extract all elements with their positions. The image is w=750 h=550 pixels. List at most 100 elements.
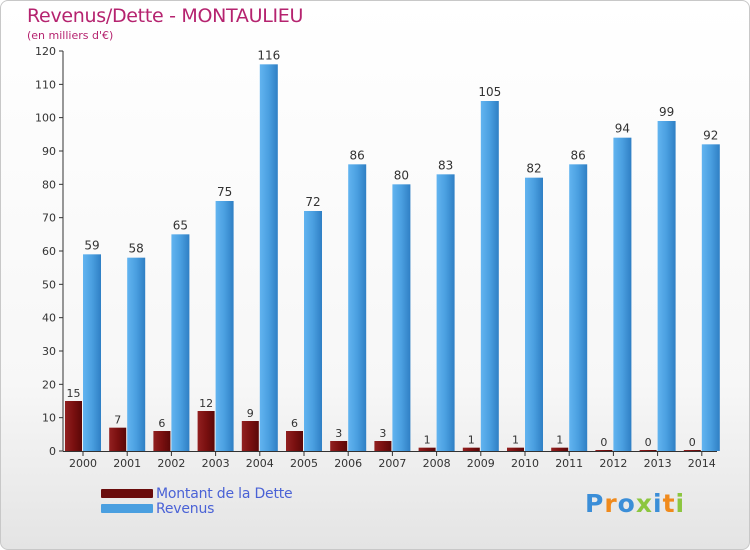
logo-letter: i	[653, 489, 663, 518]
bar-debt	[153, 431, 171, 451]
bar-revenue	[569, 164, 588, 452]
y-tick-label: 100	[35, 112, 56, 125]
legend-item-debt: Montant de la Dette	[101, 485, 293, 502]
bar-debt	[507, 447, 524, 451]
data-label-debt: 12	[199, 397, 213, 410]
data-label-debt: 6	[291, 417, 298, 430]
data-label-debt: 1	[556, 434, 563, 447]
y-tick-label: 70	[42, 212, 56, 225]
bar-debt	[109, 427, 127, 451]
data-label-revenue: 92	[703, 128, 718, 142]
bar-debt	[551, 447, 569, 451]
legend-swatch-revenue	[101, 504, 153, 513]
data-label-debt: 1	[424, 434, 431, 447]
bar-debt	[683, 450, 701, 451]
data-label-revenue: 80	[394, 168, 409, 182]
x-tick-label: 2013	[644, 457, 672, 470]
data-label-revenue: 99	[659, 105, 674, 119]
y-tick-label: 120	[35, 45, 56, 58]
data-label-revenue: 116	[257, 48, 280, 62]
logo-letter: r	[604, 489, 618, 518]
data-label-revenue: 72	[305, 195, 320, 209]
x-tick-label: 2011	[555, 457, 583, 470]
y-tick-label: 0	[49, 445, 56, 458]
chart-title: Revenus/Dette - MONTAULIEU	[27, 5, 304, 27]
bar-debt	[639, 450, 657, 451]
bar-debt	[418, 447, 436, 451]
y-tick-label: 50	[42, 278, 56, 291]
y-tick-label: 10	[42, 412, 56, 425]
x-tick-label: 2009	[467, 457, 495, 470]
bar-revenue	[392, 184, 411, 452]
y-tick-label: 110	[35, 78, 56, 91]
data-labels: 15 59 7 58 6 65 12 75 9 116 6 72 3 86 3 80 1 83 1 105 1 82 1 86…	[67, 48, 719, 449]
bar-debt	[330, 441, 348, 451]
data-label-debt: 15	[67, 387, 81, 400]
bar-revenue	[259, 64, 278, 452]
bar-debt	[374, 441, 392, 451]
bar-revenue	[215, 201, 234, 451]
x-tick-label: 2001	[113, 457, 141, 470]
data-label-revenue: 65	[173, 218, 188, 232]
data-label-revenue: 82	[526, 162, 541, 176]
data-label-debt: 6	[158, 417, 165, 430]
bar-revenue	[348, 164, 367, 452]
proxiti-logo: Proxiti	[585, 489, 685, 518]
data-label-debt: 0	[600, 436, 607, 449]
data-label-debt: 0	[645, 436, 652, 449]
bars	[65, 64, 720, 452]
data-label-revenue: 83	[438, 158, 453, 172]
legend-label-revenue: Revenus	[156, 500, 215, 517]
data-label-debt: 3	[335, 427, 342, 440]
bar-revenue	[613, 137, 632, 451]
bar-revenue	[83, 254, 101, 451]
bar-debt	[595, 450, 613, 451]
x-tick-label: 2003	[202, 457, 230, 470]
x-tick-label: 2010	[511, 457, 539, 470]
bar-revenue	[657, 121, 676, 451]
data-label-revenue: 75	[217, 185, 232, 199]
y-tick-label: 40	[42, 312, 56, 325]
bar-revenue	[304, 211, 322, 451]
y-tick-label: 30	[42, 345, 56, 358]
x-tick-label: 2008	[423, 457, 451, 470]
data-label-revenue: 105	[478, 85, 501, 99]
bar-revenue	[525, 177, 543, 451]
y-tick-label: 60	[42, 245, 56, 258]
x-tick-label: 2014	[688, 457, 716, 470]
data-label-revenue: 86	[571, 148, 586, 162]
x-tick-label: 2005	[290, 457, 318, 470]
logo-letter: o	[617, 489, 636, 518]
bar-debt	[197, 411, 215, 451]
data-label-debt: 7	[114, 414, 121, 427]
data-label-revenue: 59	[84, 238, 99, 252]
bar-revenue	[171, 234, 190, 451]
chart-subtitle: (en milliers d'€)	[27, 29, 114, 42]
data-label-debt: 1	[468, 434, 475, 447]
data-label-revenue: 94	[615, 122, 630, 136]
x-tick-label: 2002	[157, 457, 185, 470]
bar-debt	[65, 401, 82, 451]
logo-letter: x	[635, 489, 653, 518]
x-tick-label: 2012	[599, 457, 627, 470]
x-tick-label: 2000	[69, 457, 97, 470]
y-tick-label: 80	[42, 178, 56, 191]
legend-item-revenue: Revenus	[101, 500, 292, 517]
bar-debt	[286, 431, 303, 451]
x-tick-label: 2004	[246, 457, 274, 470]
legend: Montant de la Dette Revenus	[101, 485, 293, 517]
bar-revenue	[701, 144, 720, 452]
x-tick-label: 2006	[334, 457, 362, 470]
bar-revenue	[480, 101, 499, 451]
bar-debt	[241, 421, 259, 451]
data-label-debt: 0	[689, 436, 696, 449]
x-tick-label: 2007	[378, 457, 406, 470]
legend-label-debt: Montant de la Dette	[156, 485, 293, 502]
data-label-debt: 9	[247, 407, 254, 420]
data-label-revenue: 58	[129, 242, 144, 256]
y-tick-label: 20	[42, 378, 56, 391]
data-label-debt: 3	[379, 427, 386, 440]
